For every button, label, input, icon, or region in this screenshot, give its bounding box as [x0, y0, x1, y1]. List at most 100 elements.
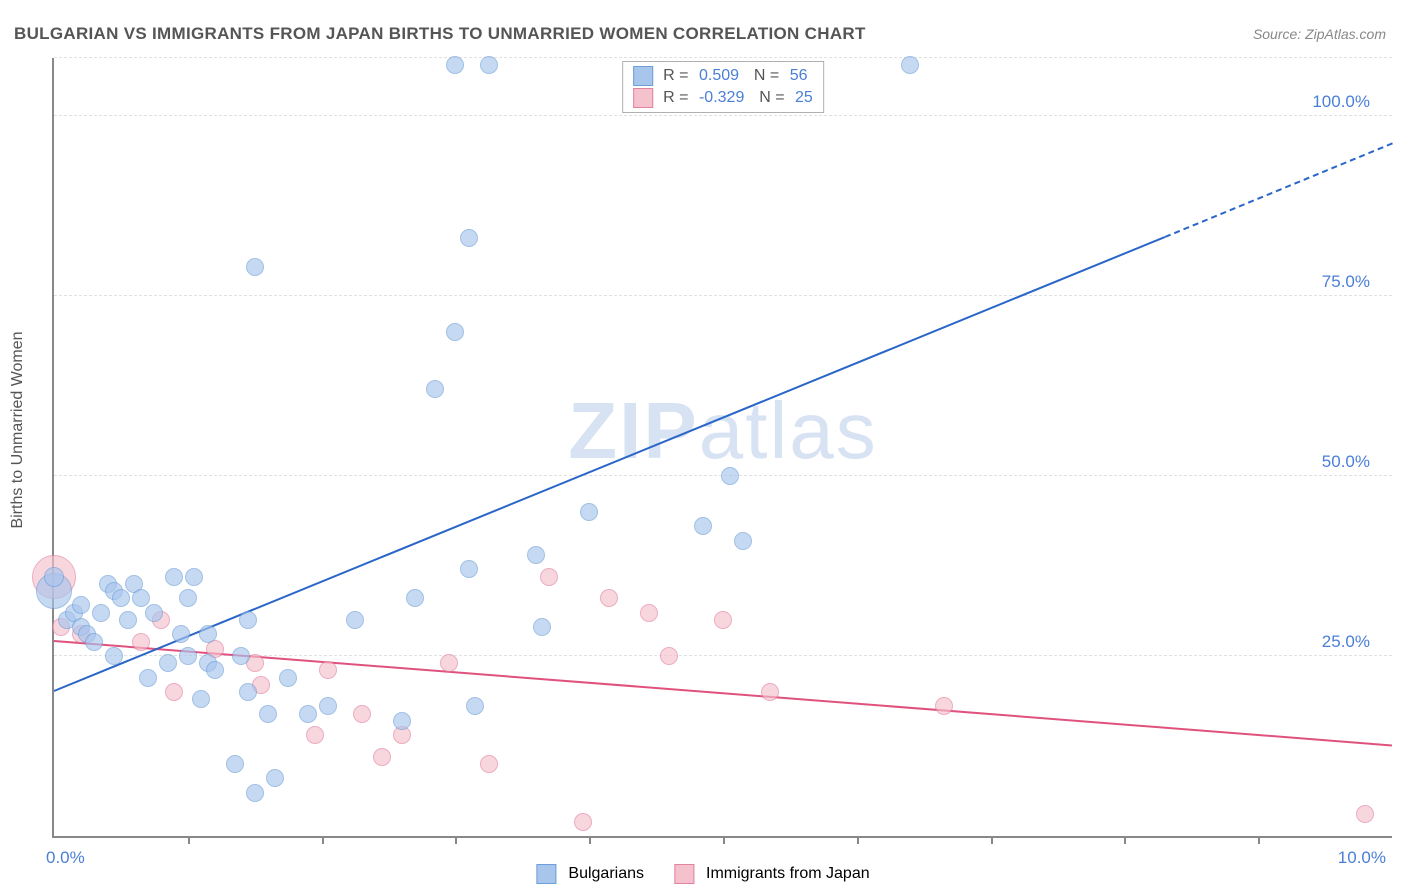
legend-n-label: N =: [745, 65, 784, 87]
legend-n-label2: N =: [750, 87, 789, 109]
data-point: [192, 690, 210, 708]
gridline: [54, 57, 1392, 58]
data-point: [640, 604, 658, 622]
data-point: [185, 568, 203, 586]
trend-line: [1164, 143, 1392, 238]
data-point: [279, 669, 297, 687]
data-point: [480, 56, 498, 74]
data-point: [179, 589, 197, 607]
x-axis-tick: [188, 836, 190, 844]
data-point: [266, 769, 284, 787]
data-point: [85, 633, 103, 651]
watermark-atlas: atlas: [699, 386, 878, 475]
data-point: [159, 654, 177, 672]
legend-swatch-bulgarians: [633, 66, 653, 86]
data-point: [44, 567, 64, 587]
legend-label-japan: Immigrants from Japan: [706, 865, 870, 883]
watermark-i: I: [619, 386, 643, 475]
y-axis-tick-label: 25.0%: [1322, 632, 1370, 652]
data-point: [935, 697, 953, 715]
y-axis-tick-label: 75.0%: [1322, 272, 1370, 292]
y-axis-tick-label: 50.0%: [1322, 452, 1370, 472]
data-point: [446, 56, 464, 74]
data-point: [540, 568, 558, 586]
data-point: [239, 611, 257, 629]
data-point: [105, 647, 123, 665]
chart-title: BULGARIAN VS IMMIGRANTS FROM JAPAN BIRTH…: [14, 24, 866, 44]
legend-swatch-japan-bottom: [674, 864, 694, 884]
x-axis-tick: [1124, 836, 1126, 844]
data-point: [145, 604, 163, 622]
data-point: [319, 661, 337, 679]
legend-correlation: R = 0.509 N = 56 R = -0.329 N = 25: [622, 61, 824, 113]
x-axis-max-label: 10.0%: [1338, 848, 1386, 868]
x-axis-tick: [723, 836, 725, 844]
x-axis-min-label: 0.0%: [46, 848, 85, 868]
data-point: [466, 697, 484, 715]
data-point: [600, 589, 618, 607]
legend-item-bulgarians: Bulgarians: [536, 864, 644, 884]
data-point: [761, 683, 779, 701]
data-point: [92, 604, 110, 622]
data-point: [1356, 805, 1374, 823]
data-point: [480, 755, 498, 773]
plot-area: ZIPatlas R = 0.509 N = 56 R = -0.329 N =…: [52, 58, 1392, 838]
legend-item-japan: Immigrants from Japan: [674, 864, 870, 884]
data-point: [734, 532, 752, 550]
legend-row-japan: R = -0.329 N = 25: [633, 87, 813, 109]
data-point: [132, 589, 150, 607]
data-point: [446, 323, 464, 341]
data-point: [165, 568, 183, 586]
x-axis-tick: [857, 836, 859, 844]
legend-r-japan: -0.329: [699, 87, 744, 109]
x-axis-tick: [1258, 836, 1260, 844]
legend-row-bulgarians: R = 0.509 N = 56: [633, 65, 813, 87]
data-point: [179, 647, 197, 665]
data-point: [406, 589, 424, 607]
legend-swatch-bulgarians-bottom: [536, 864, 556, 884]
data-point: [426, 380, 444, 398]
data-point: [533, 618, 551, 636]
trend-line: [54, 236, 1165, 692]
data-point: [901, 56, 919, 74]
legend-swatch-japan: [633, 88, 653, 108]
source-prefix: Source:: [1253, 26, 1305, 42]
source-name: ZipAtlas.com: [1305, 26, 1386, 42]
data-point: [393, 712, 411, 730]
legend-r-label: R =: [663, 65, 693, 87]
data-point: [346, 611, 364, 629]
data-point: [199, 625, 217, 643]
data-point: [232, 647, 250, 665]
legend-r-label2: R =: [663, 87, 693, 109]
data-point: [226, 755, 244, 773]
x-axis-tick: [589, 836, 591, 844]
legend-series: Bulgarians Immigrants from Japan: [536, 864, 869, 884]
legend-n-japan: 25: [795, 87, 813, 109]
x-axis-tick: [322, 836, 324, 844]
data-point: [299, 705, 317, 723]
data-point: [373, 748, 391, 766]
data-point: [259, 705, 277, 723]
data-point: [721, 467, 739, 485]
legend-r-bulgarians: 0.509: [699, 65, 739, 87]
legend-label-bulgarians: Bulgarians: [568, 865, 644, 883]
x-axis-tick: [991, 836, 993, 844]
data-point: [580, 503, 598, 521]
data-point: [72, 596, 90, 614]
data-point: [714, 611, 732, 629]
data-point: [206, 661, 224, 679]
y-axis-tick-label: 100.0%: [1312, 92, 1370, 112]
data-point: [132, 633, 150, 651]
data-point: [527, 546, 545, 564]
data-point: [353, 705, 371, 723]
data-point: [119, 611, 137, 629]
data-point: [112, 589, 130, 607]
y-axis-label: Births to Unmarried Women: [9, 331, 27, 528]
data-point: [574, 813, 592, 831]
x-axis-tick: [455, 836, 457, 844]
data-point: [319, 697, 337, 715]
data-point: [440, 654, 458, 672]
data-point: [139, 669, 157, 687]
gridline: [54, 295, 1392, 296]
data-point: [660, 647, 678, 665]
